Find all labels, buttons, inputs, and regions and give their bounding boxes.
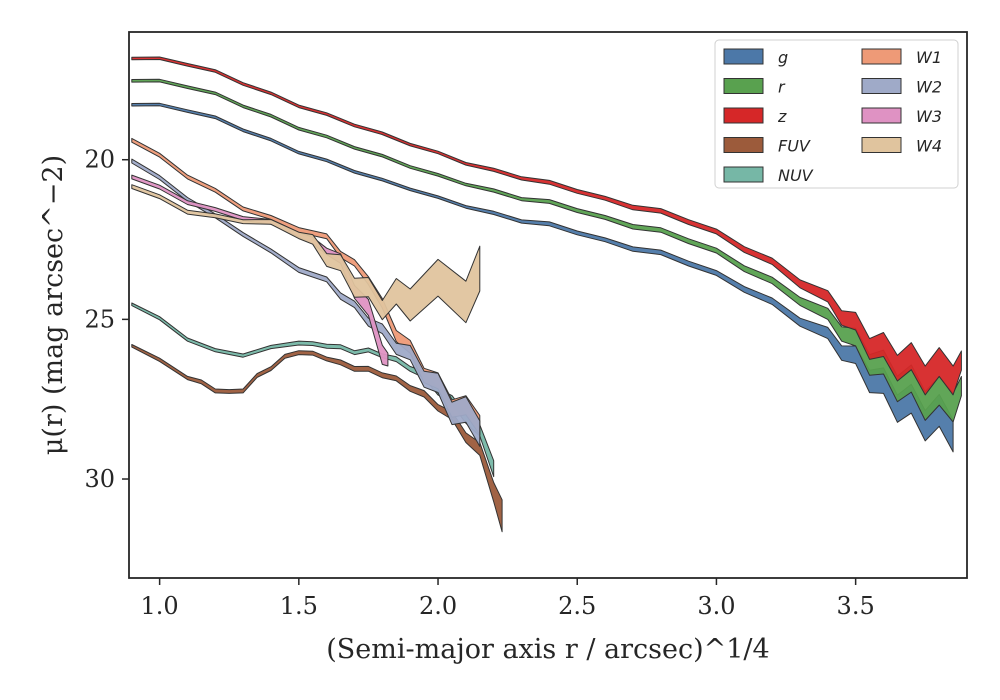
legend-label-z: z [777,107,787,126]
legend-swatch-w4 [861,137,902,153]
y-tick-label: 20 [84,146,115,174]
legend-label-w3: W3 [916,107,942,126]
series-band-g [131,102,954,453]
series-band-z [131,56,962,396]
x-tick-label: 2.0 [419,592,457,620]
legend-label-r: r [778,78,786,97]
x-tick-label: 1.5 [280,592,318,620]
x-tick-label: 1.0 [141,592,179,620]
legend-label-w2: W2 [916,78,942,97]
legend-swatch-w3 [861,107,902,124]
legend-label-w1: W1 [916,48,942,67]
legend-swatch-z [723,107,764,124]
legend-label-g: g [778,48,788,67]
legend-label-fuv: FUV [778,137,811,156]
legend-swatch-g [723,48,764,65]
plot-frame [128,31,968,579]
y-axis-label: μ(r) (mag arcsec^−2) [38,155,69,455]
series-band-w4 [131,184,481,324]
x-tick-label: 3.5 [837,592,875,620]
y-tick-label: 30 [84,465,115,493]
legend-label-w4: W4 [916,137,942,156]
series-band-fuv [131,344,503,533]
series-band-w2 [131,158,481,447]
x-axis-label: (Semi-major axis r / arcsec)^1/4 [326,634,769,665]
ticks-layer: 1.0 1.5 2.0 2.5 3.0 3.5 20 25 30 [84,146,874,620]
x-tick-label: 3.0 [697,592,735,620]
legend-label-nuv: NUV [778,166,814,185]
y-tick-label: 25 [84,305,115,333]
legend-swatch-w1 [861,48,902,65]
series-layer [131,56,962,533]
legend-swatch-fuv [723,137,764,153]
legend-swatch-w2 [861,78,902,94]
legend-swatch-r [723,78,764,94]
x-tick-label: 2.5 [558,592,596,620]
series-band-r [131,78,962,423]
legend-swatch-nuv [723,166,764,183]
legend: grz FUV NUV W1 W2 W3 W4 [714,39,959,189]
series-band-nuv [131,302,495,478]
